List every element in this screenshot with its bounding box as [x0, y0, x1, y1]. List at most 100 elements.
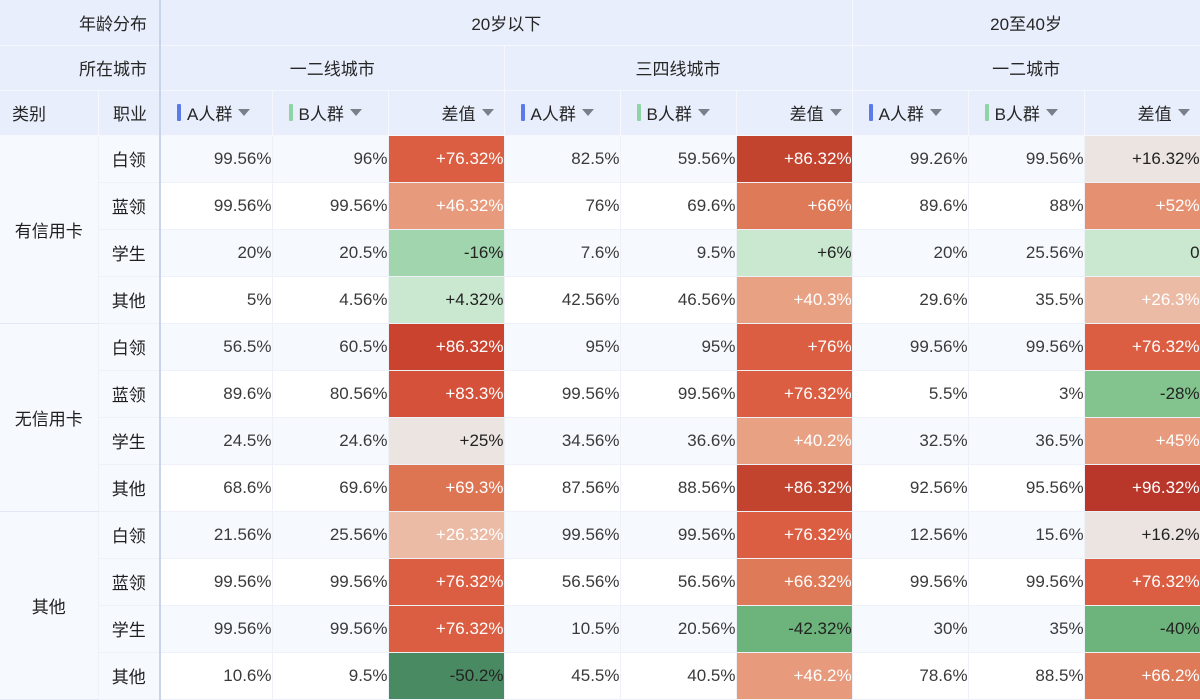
sort-caret-icon[interactable]	[481, 109, 494, 116]
value-cell-b[interactable]: 99.56%	[620, 370, 737, 418]
metric-header-diff[interactable]: 差值	[388, 90, 505, 136]
value-cell-b[interactable]: 56.56%	[620, 558, 737, 606]
value-cell-a[interactable]: 20%	[852, 229, 969, 277]
value-cell-a[interactable]: 20%	[160, 229, 273, 277]
age-group-under-20[interactable]: 20岁以下	[160, 0, 853, 46]
value-cell-a[interactable]: 99.26%	[852, 135, 969, 183]
sort-caret-icon[interactable]	[238, 108, 251, 116]
diff-cell[interactable]: +25%	[388, 417, 505, 465]
value-cell-a[interactable]: 34.56%	[504, 417, 621, 465]
diff-cell[interactable]: -28%	[1084, 370, 1200, 418]
diff-cell[interactable]: +86.32%	[736, 464, 853, 512]
diff-cell[interactable]: +76.32%	[388, 558, 505, 606]
city-group-tier3-4[interactable]: 三四线城市	[504, 45, 853, 91]
diff-cell[interactable]: +86.32%	[736, 135, 853, 183]
diff-cell[interactable]: +40.3%	[736, 276, 853, 324]
value-cell-a[interactable]: 5%	[160, 276, 273, 324]
diff-cell[interactable]: -40%	[1084, 605, 1200, 653]
value-cell-a[interactable]: 95%	[504, 323, 621, 371]
value-cell-b[interactable]: 80.56%	[272, 370, 389, 418]
value-cell-b[interactable]: 96%	[272, 135, 389, 183]
value-cell-b[interactable]: 20.5%	[272, 229, 389, 277]
sort-caret-icon[interactable]	[581, 108, 594, 116]
value-cell-a[interactable]: 56.56%	[504, 558, 621, 606]
sort-caret-icon[interactable]	[1177, 109, 1190, 116]
value-cell-a[interactable]: 89.6%	[160, 370, 273, 418]
metric-header-a[interactable]: A人群	[504, 90, 621, 136]
value-cell-a[interactable]: 42.56%	[504, 276, 621, 324]
value-cell-b[interactable]: 99.56%	[968, 323, 1085, 371]
diff-cell[interactable]: +16.2%	[1084, 511, 1200, 559]
diff-cell[interactable]: -42.32%	[736, 605, 853, 653]
value-cell-a[interactable]: 5.5%	[852, 370, 969, 418]
value-cell-b[interactable]: 25.56%	[272, 511, 389, 559]
value-cell-a[interactable]: 45.5%	[504, 652, 621, 700]
diff-cell[interactable]: +76.32%	[388, 135, 505, 183]
diff-cell[interactable]: +86.32%	[388, 323, 505, 371]
value-cell-b[interactable]: 4.56%	[272, 276, 389, 324]
value-cell-a[interactable]: 21.56%	[160, 511, 273, 559]
value-cell-b[interactable]: 99.56%	[620, 511, 737, 559]
metric-header-b[interactable]: B人群	[272, 90, 389, 136]
value-cell-a[interactable]: 10.5%	[504, 605, 621, 653]
diff-cell[interactable]: +6%	[736, 229, 853, 277]
sort-caret-icon[interactable]	[1045, 108, 1058, 116]
value-cell-a[interactable]: 89.6%	[852, 182, 969, 230]
diff-cell[interactable]: +4.32%	[388, 276, 505, 324]
diff-cell[interactable]: +66.32%	[736, 558, 853, 606]
value-cell-b[interactable]: 69.6%	[620, 182, 737, 230]
diff-cell[interactable]: +76.32%	[388, 605, 505, 653]
value-cell-a[interactable]: 29.6%	[852, 276, 969, 324]
diff-cell[interactable]: +96.32%	[1084, 464, 1200, 512]
value-cell-b[interactable]: 40.5%	[620, 652, 737, 700]
value-cell-b[interactable]: 99.56%	[272, 605, 389, 653]
value-cell-a[interactable]: 99.56%	[160, 605, 273, 653]
value-cell-a[interactable]: 32.5%	[852, 417, 969, 465]
value-cell-b[interactable]: 3%	[968, 370, 1085, 418]
metric-header-diff[interactable]: 差值	[736, 90, 853, 136]
metric-header-diff[interactable]: 差值	[1084, 90, 1200, 136]
metric-header-a[interactable]: A人群	[160, 90, 273, 136]
diff-cell[interactable]: +16.32%	[1084, 135, 1200, 183]
value-cell-b[interactable]: 88.56%	[620, 464, 737, 512]
value-cell-b[interactable]: 20.56%	[620, 605, 737, 653]
metric-header-b[interactable]: B人群	[620, 90, 737, 136]
value-cell-b[interactable]: 46.56%	[620, 276, 737, 324]
value-cell-a[interactable]: 76%	[504, 182, 621, 230]
diff-cell[interactable]: -50.2%	[388, 652, 505, 700]
diff-cell[interactable]: +76.32%	[1084, 323, 1200, 371]
value-cell-a[interactable]: 99.56%	[852, 323, 969, 371]
value-cell-b[interactable]: 88%	[968, 182, 1085, 230]
value-cell-a[interactable]: 92.56%	[852, 464, 969, 512]
value-cell-b[interactable]: 69.6%	[272, 464, 389, 512]
diff-cell[interactable]: +40.2%	[736, 417, 853, 465]
diff-cell[interactable]: +76.32%	[736, 511, 853, 559]
value-cell-b[interactable]: 88.5%	[968, 652, 1085, 700]
diff-cell[interactable]: 0	[1084, 229, 1200, 277]
value-cell-b[interactable]: 35.5%	[968, 276, 1085, 324]
value-cell-a[interactable]: 7.6%	[504, 229, 621, 277]
value-cell-b[interactable]: 9.5%	[272, 652, 389, 700]
age-group-20-to-40[interactable]: 20至40岁	[852, 0, 1200, 46]
value-cell-a[interactable]: 24.5%	[160, 417, 273, 465]
value-cell-b[interactable]: 99.56%	[968, 558, 1085, 606]
value-cell-b[interactable]: 35%	[968, 605, 1085, 653]
diff-cell[interactable]: +26.32%	[388, 511, 505, 559]
value-cell-b[interactable]: 9.5%	[620, 229, 737, 277]
value-cell-a[interactable]: 68.6%	[160, 464, 273, 512]
diff-cell[interactable]: +45%	[1084, 417, 1200, 465]
value-cell-b[interactable]: 36.5%	[968, 417, 1085, 465]
value-cell-a[interactable]: 99.56%	[852, 558, 969, 606]
diff-cell[interactable]: -16%	[388, 229, 505, 277]
value-cell-a[interactable]: 99.56%	[504, 370, 621, 418]
diff-cell[interactable]: +52%	[1084, 182, 1200, 230]
diff-cell[interactable]: +83.3%	[388, 370, 505, 418]
diff-cell[interactable]: +76.32%	[736, 370, 853, 418]
value-cell-a[interactable]: 82.5%	[504, 135, 621, 183]
value-cell-a[interactable]: 87.56%	[504, 464, 621, 512]
value-cell-b[interactable]: 25.56%	[968, 229, 1085, 277]
value-cell-a[interactable]: 10.6%	[160, 652, 273, 700]
value-cell-a[interactable]: 99.56%	[160, 182, 273, 230]
diff-cell[interactable]: +46.32%	[388, 182, 505, 230]
value-cell-b[interactable]: 99.56%	[968, 135, 1085, 183]
